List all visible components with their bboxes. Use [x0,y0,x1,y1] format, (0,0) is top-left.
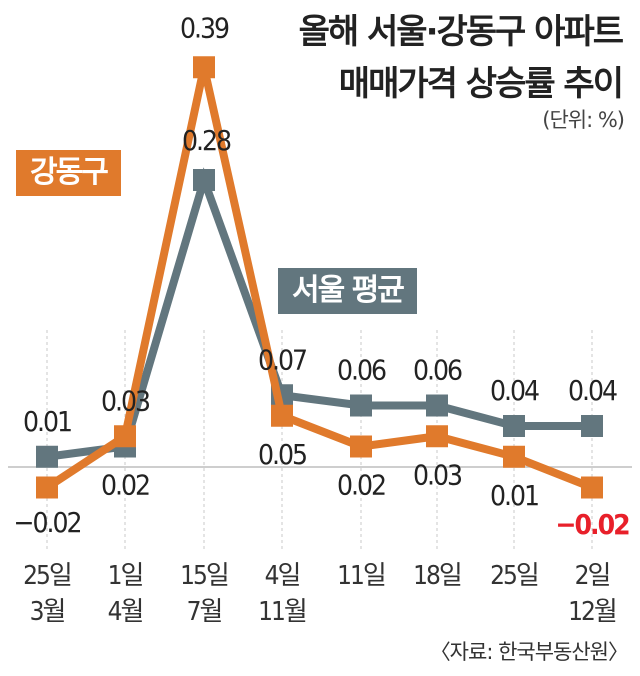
gangdong-point-3 [271,404,293,427]
x-tick-label-5-0: 18일 [413,561,461,591]
x-tick-label-1-1: 4월 [108,597,143,627]
x-tick-label-2-1: 7월 [187,597,222,627]
series-line-seoul-average [46,167,592,461]
x-tick-label-0-1: 3월 [30,597,65,627]
gangdong-point-7 [581,476,603,499]
seoul-point-5 [426,394,448,417]
legend-gangdong: 강동구 [16,150,121,196]
x-tick-label-0-0: 25일 [23,561,71,591]
gangdong-label-4: 0.02 [337,469,385,502]
gangdong-label-5: 0.03 [413,458,462,491]
gangdong-label-2: 0.39 [180,11,229,44]
x-tick-label-7-1: 12월 [568,597,616,627]
gangdong-label-7: −0.02 [555,508,629,541]
x-tick-label-1-0: 1일 [108,561,143,591]
seoul-label-6: 0.04 [490,374,539,407]
gangdong-label-1: 0.03 [101,384,150,417]
seoul-point-0 [36,445,58,468]
seoul-point-6 [503,415,525,437]
seoul-label-5: 0.06 [413,354,462,387]
gangdong-point-2 [193,56,215,79]
gangdong-point-0 [36,476,58,499]
x-tick-label-6-0: 25일 [490,561,538,591]
seoul-point-2 [193,169,215,191]
source-label: 〈자료: 한국부동산원〉 [429,640,629,664]
seoul-label-0: 0.01 [23,405,71,438]
gangdong-point-5 [426,425,448,448]
gangdong-label-6: 0.01 [490,479,538,512]
x-tick-label-4-0: 11일 [337,561,385,591]
seoul-label-3: 0.07 [258,343,306,376]
gangdong-point-6 [503,445,525,468]
chart-title-line2: 매매가격 상승률 추이 [338,64,624,104]
unit-label: (단위: %) [542,108,625,132]
legend-seoul-average: 서울 평균 [278,268,417,314]
chart-title-line1: 올해 서울·강동구 아파트 [298,12,624,52]
gangdong-point-1 [114,425,136,448]
x-tick-label-3-1: 11월 [258,597,306,627]
x-tick-label-3-0: 4일 [265,561,300,591]
gangdong-label-3: 0.05 [258,438,306,471]
gangdong-point-4 [350,435,372,458]
seoul-label-7: 0.04 [568,374,617,407]
seoul-label-2: 0.28 [182,124,231,157]
x-tick-label-2-0: 15일 [180,561,228,591]
seoul-point-4 [350,394,372,417]
x-tick-label-7-0: 2일 [575,561,610,591]
seoul-label-1: 0.02 [101,469,149,502]
seoul-label-4: 0.06 [337,354,386,387]
gangdong-label-0: −0.02 [13,506,80,539]
series-line-gangdong [44,66,594,492]
seoul-point-7 [581,415,603,437]
